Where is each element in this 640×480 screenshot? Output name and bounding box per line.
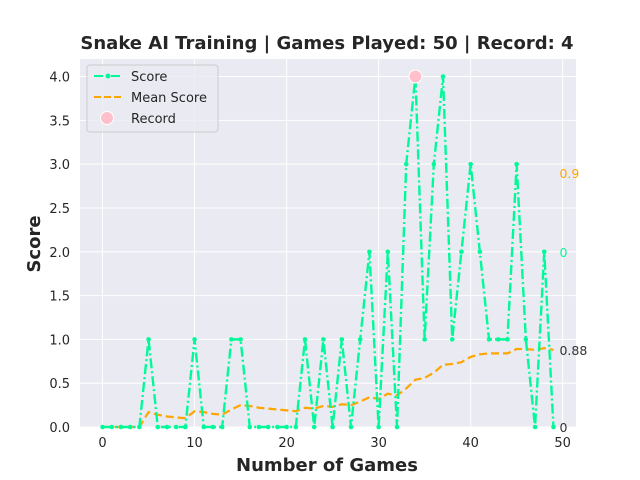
score-point [367,249,372,255]
score-point [183,424,188,430]
y-tick-label: 3.5 [49,114,70,129]
score-point [495,337,501,342]
legend-score-marker [105,73,111,79]
score-point [348,424,354,430]
score-point [468,161,473,167]
score-point [155,424,161,430]
y-tick-label: 4.0 [49,71,70,86]
legend-record-marker [100,111,114,125]
score-point [339,337,345,342]
score-point [477,249,483,255]
score-point [302,337,308,342]
legend-score-label: Score [131,70,167,85]
legend-mean-label: Mean Score [131,91,207,106]
score-point [100,424,105,430]
score-point [118,424,124,430]
score-point [201,424,207,430]
series-layer [100,69,556,430]
x-tick-label: 30 [370,436,387,451]
score-point [247,424,253,430]
score-point [431,161,437,167]
chart-title: Snake AI Training | Games Played: 50 | R… [80,33,573,54]
annotation-label: 0 [559,245,567,260]
score-point [238,337,243,342]
y-tick-label: 3.0 [49,158,70,173]
score-point [385,249,391,255]
score-point [219,424,225,430]
x-axis-label: Number of Games [236,455,418,476]
annotation-label: 0.9 [559,166,579,181]
score-point [505,337,510,342]
y-tick-label: 1.5 [49,290,70,305]
tick-labels: 0 10 20 30 40 50 0.0 0.5 1.0 1.5 2.0 2.5 3.0 3.5 4.0 [49,71,571,451]
score-point [284,424,289,430]
score-point [449,337,455,342]
score-point [376,424,381,430]
score-point [146,337,151,342]
score-point [541,249,547,255]
y-tick-label: 2.0 [49,246,70,261]
score-point [275,424,280,430]
score-point [394,424,400,430]
score-point [486,337,492,342]
x-tick-label: 0 [98,436,106,451]
legend-record-label: Record [131,112,176,127]
annotation-layer: 0.9 0 0.88 0 [559,166,587,435]
score-point [532,424,538,430]
y-tick-label: 0.5 [49,377,70,392]
score-point [293,424,299,430]
x-tick-label: 10 [186,436,203,451]
score-point [127,424,133,430]
y-tick-label: 2.5 [49,202,70,217]
annotation-label: 0 [559,420,567,435]
score-point [514,161,519,167]
x-tick-label: 50 [554,436,571,451]
annotation-label: 0.88 [559,343,587,358]
y-tick-label: 1.0 [49,333,70,348]
y-tick-label: 0.0 [49,421,70,436]
score-line [102,76,555,429]
score-point [137,424,142,430]
x-tick-label: 20 [278,436,295,451]
y-axis-label: Score [24,215,45,272]
score-point [229,337,234,342]
score-point [551,424,556,430]
score-point [440,74,446,79]
x-tick-label: 40 [462,436,479,451]
legend: Score Mean Score Record [86,64,219,133]
score-point [265,424,271,430]
score-point [192,337,197,342]
score-point [311,424,317,430]
score-point [173,424,179,430]
score-point [210,424,216,430]
legend-box [86,64,219,133]
score-point [403,161,409,167]
score-point [330,424,335,430]
score-point [357,337,363,342]
score-point [523,337,529,342]
score-point [109,424,115,430]
score-point [422,337,427,342]
score-point [321,337,326,342]
score-point [256,424,262,430]
score-point [164,424,170,430]
record-point [408,69,423,84]
mean-score-line [102,347,554,429]
score-point [459,249,464,255]
